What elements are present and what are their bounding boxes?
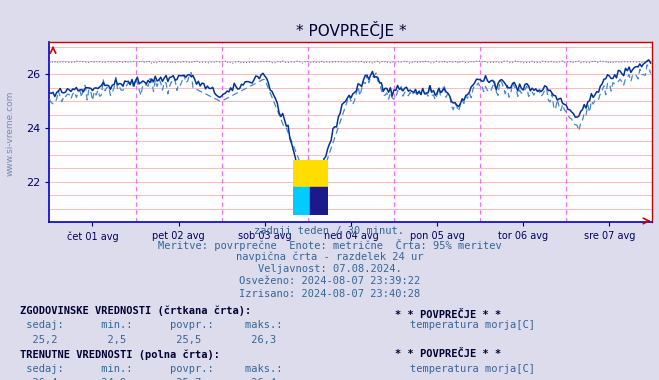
Text: temperatura morja[C]: temperatura morja[C] — [410, 320, 535, 330]
Text: Osveženo: 2024-08-07 23:39:22: Osveženo: 2024-08-07 23:39:22 — [239, 276, 420, 286]
Text: * * POVPREČJE * *: * * POVPREČJE * * — [395, 349, 501, 359]
Text: TRENUTNE VREDNOSTI (polna črta):: TRENUTNE VREDNOSTI (polna črta): — [20, 349, 219, 360]
Polygon shape — [293, 160, 328, 187]
Polygon shape — [293, 187, 310, 215]
Text: temperatura morja[C]: temperatura morja[C] — [410, 364, 535, 374]
Text: ZGODOVINSKE VREDNOSTI (črtkana črta):: ZGODOVINSKE VREDNOSTI (črtkana črta): — [20, 306, 251, 317]
Polygon shape — [310, 187, 328, 215]
Text: sedaj:      min.:      povpr.:     maks.:: sedaj: min.: povpr.: maks.: — [20, 364, 282, 374]
Text: Veljavnost: 07.08.2024.: Veljavnost: 07.08.2024. — [258, 264, 401, 274]
Text: sedaj:      min.:      povpr.:     maks.:: sedaj: min.: povpr.: maks.: — [20, 320, 282, 330]
Title: * POVPREČJE *: * POVPREČJE * — [296, 21, 406, 39]
Text: * * POVPREČJE * *: * * POVPREČJE * * — [395, 310, 501, 320]
Text: Izrisano: 2024-08-07 23:40:28: Izrisano: 2024-08-07 23:40:28 — [239, 289, 420, 299]
Text: zadnji teden / 30 minut.: zadnji teden / 30 minut. — [254, 226, 405, 236]
Text: 26,4       24,9        25,7        26,4: 26,4 24,9 25,7 26,4 — [20, 378, 276, 380]
Text: 25,2        2,5        25,5        26,3: 25,2 2,5 25,5 26,3 — [20, 335, 276, 345]
Text: navpična črta - razdelek 24 ur: navpična črta - razdelek 24 ur — [236, 251, 423, 262]
Text: www.si-vreme.com: www.si-vreme.com — [5, 90, 14, 176]
Text: Meritve: povrprečne  Enote: metrične  Črta: 95% meritev: Meritve: povrprečne Enote: metrične Črta… — [158, 239, 501, 251]
